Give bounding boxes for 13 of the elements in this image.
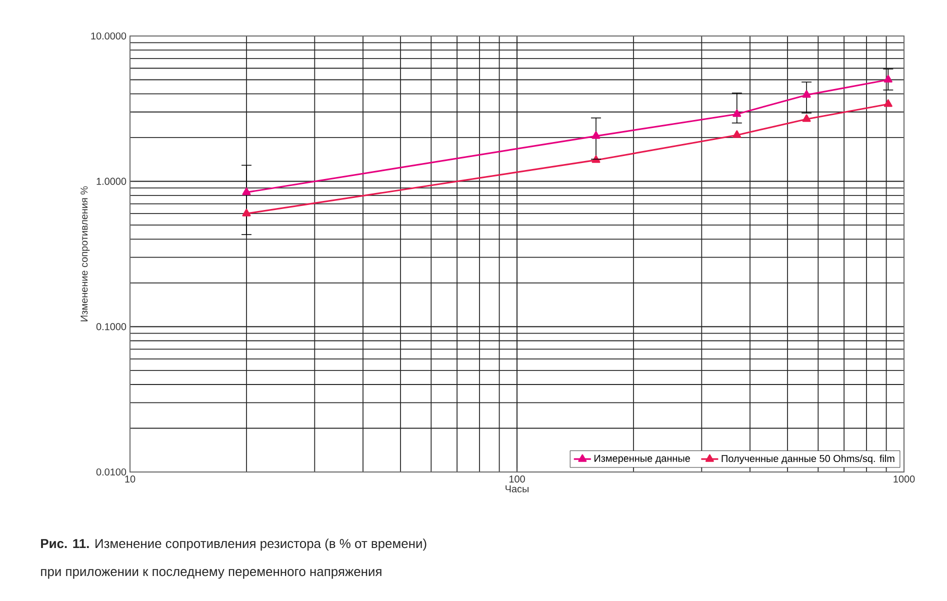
x-axis-title: Часы bbox=[506, 485, 528, 492]
legend-label: Полученные данные 50 Ohms/sq. film bbox=[722, 454, 894, 464]
text: при приложении к последнему переменного напряжения bbox=[41, 569, 382, 579]
y-tick-label: 0.1000 bbox=[96, 323, 126, 330]
x-tick-label: 10 bbox=[125, 476, 136, 483]
legend-label: Измеренные данные bbox=[594, 454, 690, 464]
y-tick-label: 0.0100 bbox=[96, 468, 126, 476]
y-axis-title: Изменение сопротивления % bbox=[80, 186, 90, 322]
x-tick-label: 100 bbox=[509, 476, 525, 483]
y-tick-label: 10.0000 bbox=[91, 32, 126, 40]
text: Рис. 11. Изменение сопротивления резистора (в % от времени) bbox=[41, 538, 426, 551]
y-tick-label: 1.0000 bbox=[96, 178, 126, 185]
x-tick-label: 1000 bbox=[894, 476, 915, 483]
